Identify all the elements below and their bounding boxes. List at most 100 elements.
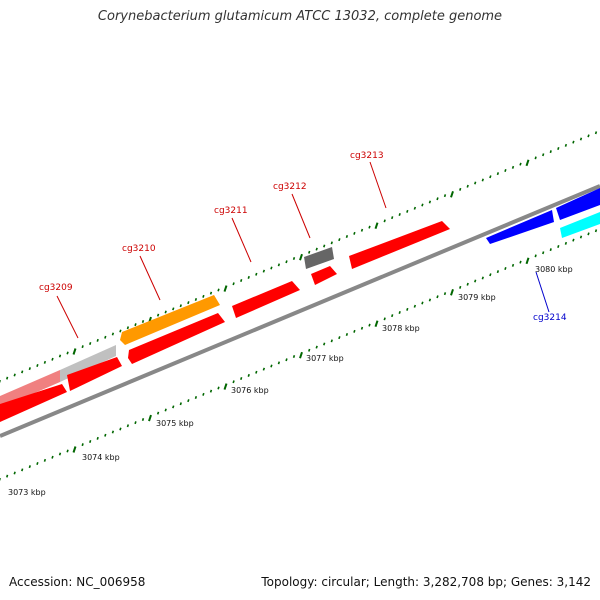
tick-mark	[338, 238, 341, 242]
tick-mark	[202, 294, 205, 298]
tick-mark	[579, 137, 583, 141]
tick-mark	[299, 351, 303, 359]
tick-mark	[299, 253, 303, 261]
tick-mark	[141, 417, 145, 421]
tick-mark	[209, 389, 213, 393]
tick-mark	[443, 292, 447, 296]
tick-mark	[345, 235, 349, 239]
gene-label-cg3209[interactable]: cg3209	[39, 283, 73, 293]
tick-mark	[504, 168, 507, 172]
tick-mark	[338, 336, 341, 340]
feature-blue-1[interactable]	[486, 210, 554, 244]
tick-mark	[96, 436, 99, 440]
tick-mark	[217, 288, 220, 292]
tick-mark	[247, 275, 250, 279]
tick-mark	[496, 172, 500, 176]
tick-mark	[43, 458, 47, 462]
tick-mark	[511, 263, 515, 267]
kbp-label: 3076 kbp	[231, 386, 269, 395]
tick-mark	[323, 342, 326, 346]
tick-mark	[21, 370, 24, 374]
tick-mark	[330, 241, 333, 245]
tick-mark	[549, 150, 552, 154]
leader-cg3214	[535, 271, 550, 313]
tick-mark	[315, 247, 318, 251]
tick-mark	[223, 383, 228, 390]
tick-mark	[58, 354, 62, 358]
tick-mark	[398, 213, 401, 217]
tick-mark	[164, 310, 167, 314]
tick-mark	[534, 254, 537, 258]
feature-blue-2[interactable]	[556, 188, 600, 220]
tick-mark	[232, 380, 235, 384]
tick-mark	[270, 364, 273, 368]
feature-red-4[interactable]	[232, 281, 300, 318]
feature-orange[interactable]	[120, 295, 220, 345]
gene-label-cg3212[interactable]: cg3212	[273, 182, 307, 192]
tick-mark	[292, 257, 296, 261]
leader-cg3213	[369, 161, 387, 209]
tick-mark	[66, 351, 69, 355]
tick-mark	[421, 203, 424, 207]
tick-mark	[111, 332, 115, 336]
tick-mark	[6, 474, 9, 478]
tick-mark	[232, 282, 235, 286]
genome-title: Corynebacterium glutamicum ATCC 13032, c…	[97, 9, 503, 24]
gene-label-cg3214[interactable]: cg3214	[533, 313, 567, 323]
tick-mark	[202, 392, 205, 396]
gene-label-cg3210[interactable]: cg3210	[122, 244, 156, 254]
tick-mark	[255, 370, 258, 374]
tick-mark	[255, 272, 258, 276]
feature-red-2[interactable]	[67, 357, 122, 391]
tick-mark	[443, 194, 447, 198]
tick-mark	[428, 298, 432, 302]
tick-mark	[81, 443, 84, 447]
feature-red-1[interactable]	[0, 384, 67, 422]
tick-mark	[72, 348, 77, 355]
tick-mark	[345, 333, 349, 337]
feature-darkgray[interactable]	[304, 247, 334, 269]
tick-mark	[474, 181, 477, 185]
tick-mark	[247, 373, 250, 377]
tick-mark	[126, 326, 130, 330]
tick-mark	[459, 187, 462, 191]
tick-mark	[466, 184, 469, 188]
tick-mark	[119, 427, 122, 431]
tick-mark	[323, 244, 326, 248]
tick-mark	[134, 421, 137, 425]
tick-mark	[156, 411, 160, 415]
tick-mark	[398, 311, 401, 315]
tick-mark	[406, 209, 409, 213]
tick-mark	[13, 373, 16, 377]
leader-cg3211	[231, 217, 252, 263]
tick-mark	[194, 297, 198, 301]
tick-mark	[179, 304, 182, 308]
feature-red-5[interactable]	[311, 266, 337, 285]
tick-mark	[240, 377, 243, 381]
feature-pink[interactable]	[0, 370, 60, 408]
tick-mark	[104, 433, 107, 437]
feature-red-6[interactable]	[349, 221, 450, 269]
tick-mark	[374, 222, 379, 230]
tick-mark	[277, 263, 281, 267]
tick-mark	[36, 364, 39, 368]
gene-label-cg3211[interactable]: cg3211	[214, 206, 248, 216]
tick-mark	[308, 348, 311, 352]
tick-mark	[28, 465, 31, 469]
tick-mark	[525, 159, 530, 167]
feature-cyan[interactable]	[560, 212, 600, 238]
tick-mark	[450, 190, 454, 198]
tick-mark	[119, 329, 122, 333]
tick-mark	[368, 323, 371, 327]
feature-red-3[interactable]	[128, 313, 225, 364]
tick-mark	[391, 314, 394, 318]
tick-mark	[459, 285, 462, 289]
tick-mark	[474, 279, 477, 283]
tick-mark	[406, 307, 409, 311]
tick-mark	[564, 241, 568, 245]
tick-mark	[156, 313, 160, 317]
tick-mark	[172, 307, 175, 311]
tick-mark	[315, 345, 318, 349]
tick-mark	[374, 320, 379, 328]
gene-label-cg3213[interactable]: cg3213	[350, 151, 384, 161]
